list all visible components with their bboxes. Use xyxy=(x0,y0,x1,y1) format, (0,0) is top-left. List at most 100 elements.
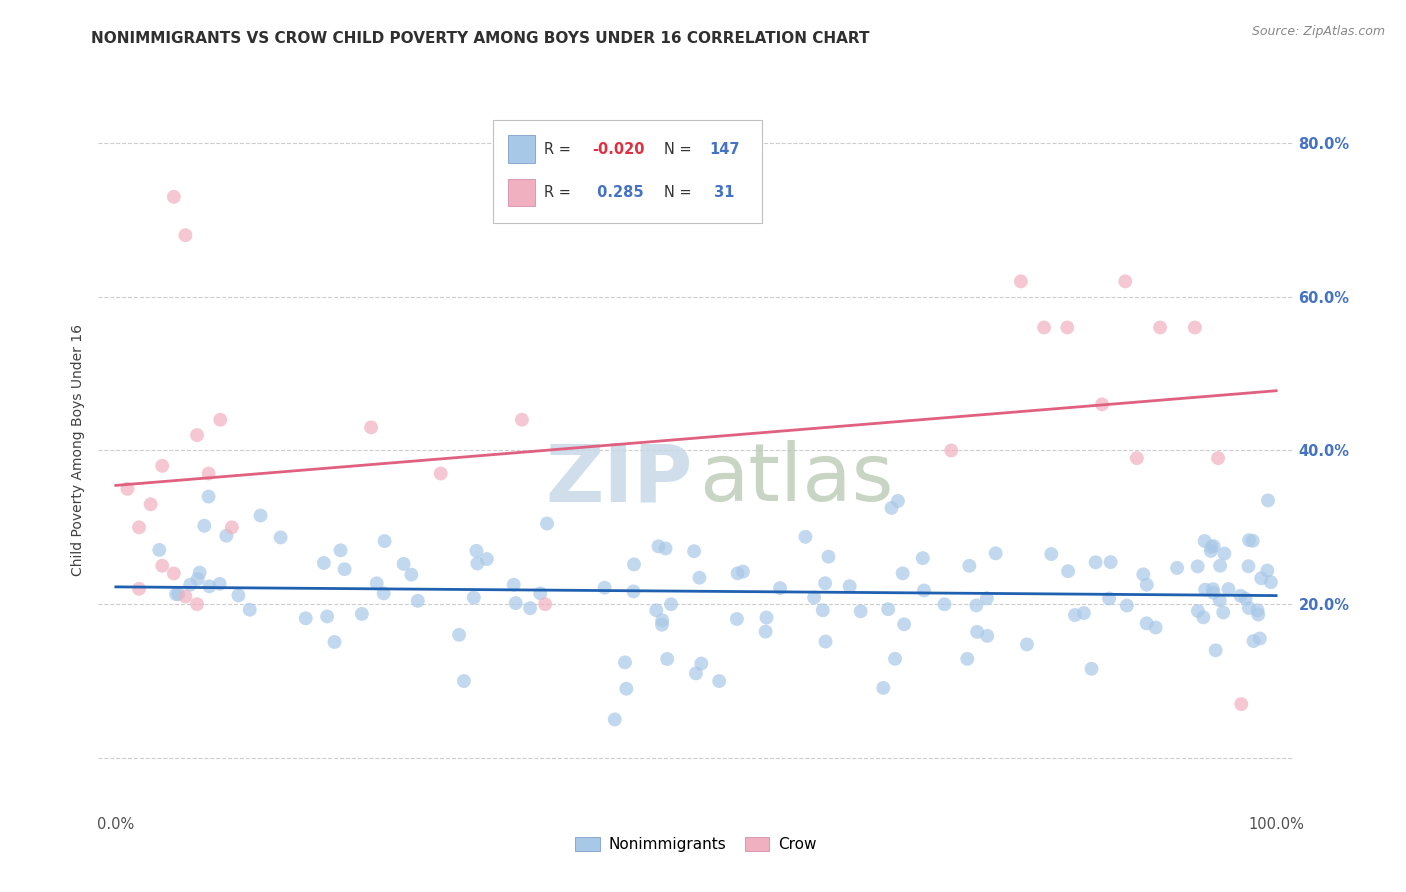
Point xyxy=(755,610,778,624)
Point xyxy=(956,652,979,666)
Point xyxy=(984,546,1007,560)
Point xyxy=(683,544,706,558)
Point xyxy=(475,552,498,566)
Point xyxy=(1126,451,1149,466)
FancyBboxPatch shape xyxy=(509,136,534,163)
Point xyxy=(148,543,170,558)
Point xyxy=(1206,451,1229,466)
Point xyxy=(1166,561,1188,575)
Text: R =: R = xyxy=(544,142,575,157)
Point xyxy=(887,494,910,508)
Point xyxy=(179,578,201,592)
Point xyxy=(614,656,637,670)
Point xyxy=(1192,610,1215,624)
Point xyxy=(1229,589,1251,603)
Point xyxy=(685,666,707,681)
Point xyxy=(186,597,208,611)
Point xyxy=(1149,320,1171,334)
Point xyxy=(884,652,907,666)
Point xyxy=(965,599,987,613)
Point xyxy=(312,556,335,570)
Point xyxy=(1250,571,1272,585)
Point xyxy=(966,624,988,639)
Point xyxy=(1194,534,1216,549)
Point xyxy=(657,652,679,666)
Point xyxy=(294,611,316,625)
Point xyxy=(174,590,197,604)
Point xyxy=(645,603,668,617)
Point xyxy=(270,530,292,544)
Point xyxy=(1237,601,1260,615)
Point xyxy=(725,612,748,626)
Point xyxy=(794,530,817,544)
Point xyxy=(1205,643,1227,657)
Point xyxy=(163,190,186,204)
Point xyxy=(1040,547,1063,561)
Point xyxy=(957,558,980,573)
Point xyxy=(647,540,669,554)
Point xyxy=(976,591,998,606)
Point xyxy=(1136,616,1159,631)
Point xyxy=(1194,582,1216,597)
Point xyxy=(976,629,998,643)
Point xyxy=(838,579,860,593)
Point xyxy=(333,562,356,576)
Text: R =: R = xyxy=(544,185,575,200)
Point xyxy=(1187,604,1209,618)
Point xyxy=(891,566,914,581)
Point xyxy=(1015,637,1038,651)
Point xyxy=(1256,564,1278,578)
Point xyxy=(1132,567,1154,582)
Text: NONIMMIGRANTS VS CROW CHILD POVERTY AMONG BOYS UNDER 16 CORRELATION CHART: NONIMMIGRANTS VS CROW CHILD POVERTY AMON… xyxy=(91,31,870,46)
Point xyxy=(659,597,682,611)
Point xyxy=(467,557,489,571)
Point xyxy=(465,544,488,558)
Point xyxy=(1114,274,1136,288)
Point xyxy=(1202,586,1225,600)
Point xyxy=(1209,558,1232,573)
FancyBboxPatch shape xyxy=(509,178,534,206)
Point xyxy=(215,529,238,543)
Point xyxy=(769,581,792,595)
Point xyxy=(651,617,673,632)
Point xyxy=(1213,547,1236,561)
Point xyxy=(1098,591,1121,606)
Point xyxy=(128,582,150,596)
Point xyxy=(165,587,187,601)
Text: ZIP: ZIP xyxy=(546,441,692,518)
Point xyxy=(392,557,415,571)
Point xyxy=(1099,555,1122,569)
Point xyxy=(150,558,173,573)
Text: atlas: atlas xyxy=(700,441,894,518)
Point xyxy=(1249,632,1271,646)
Y-axis label: Child Poverty Among Boys Under 16: Child Poverty Among Boys Under 16 xyxy=(72,325,86,576)
Point xyxy=(249,508,271,523)
Point xyxy=(814,576,837,591)
Point xyxy=(197,490,219,504)
Point xyxy=(128,520,150,534)
Point xyxy=(1247,607,1270,622)
Point xyxy=(709,674,731,689)
Point xyxy=(139,497,162,511)
Point xyxy=(1064,607,1087,622)
Point xyxy=(1199,544,1222,558)
Point xyxy=(1080,662,1102,676)
Point xyxy=(1257,493,1279,508)
Point xyxy=(510,413,533,427)
Point xyxy=(941,443,963,458)
Point xyxy=(893,617,915,632)
Point xyxy=(1241,533,1264,548)
Point xyxy=(877,602,900,616)
Point xyxy=(117,482,139,496)
Point xyxy=(690,657,713,671)
Point xyxy=(1144,620,1167,634)
Text: N =: N = xyxy=(664,142,696,157)
Point xyxy=(1234,591,1257,606)
Point xyxy=(814,634,837,648)
Point xyxy=(505,596,527,610)
Point xyxy=(727,566,749,581)
Point xyxy=(849,604,872,618)
Point xyxy=(1057,564,1080,578)
Text: 147: 147 xyxy=(709,142,740,157)
Legend: Nonimmigrants, Crow: Nonimmigrants, Crow xyxy=(569,830,823,858)
